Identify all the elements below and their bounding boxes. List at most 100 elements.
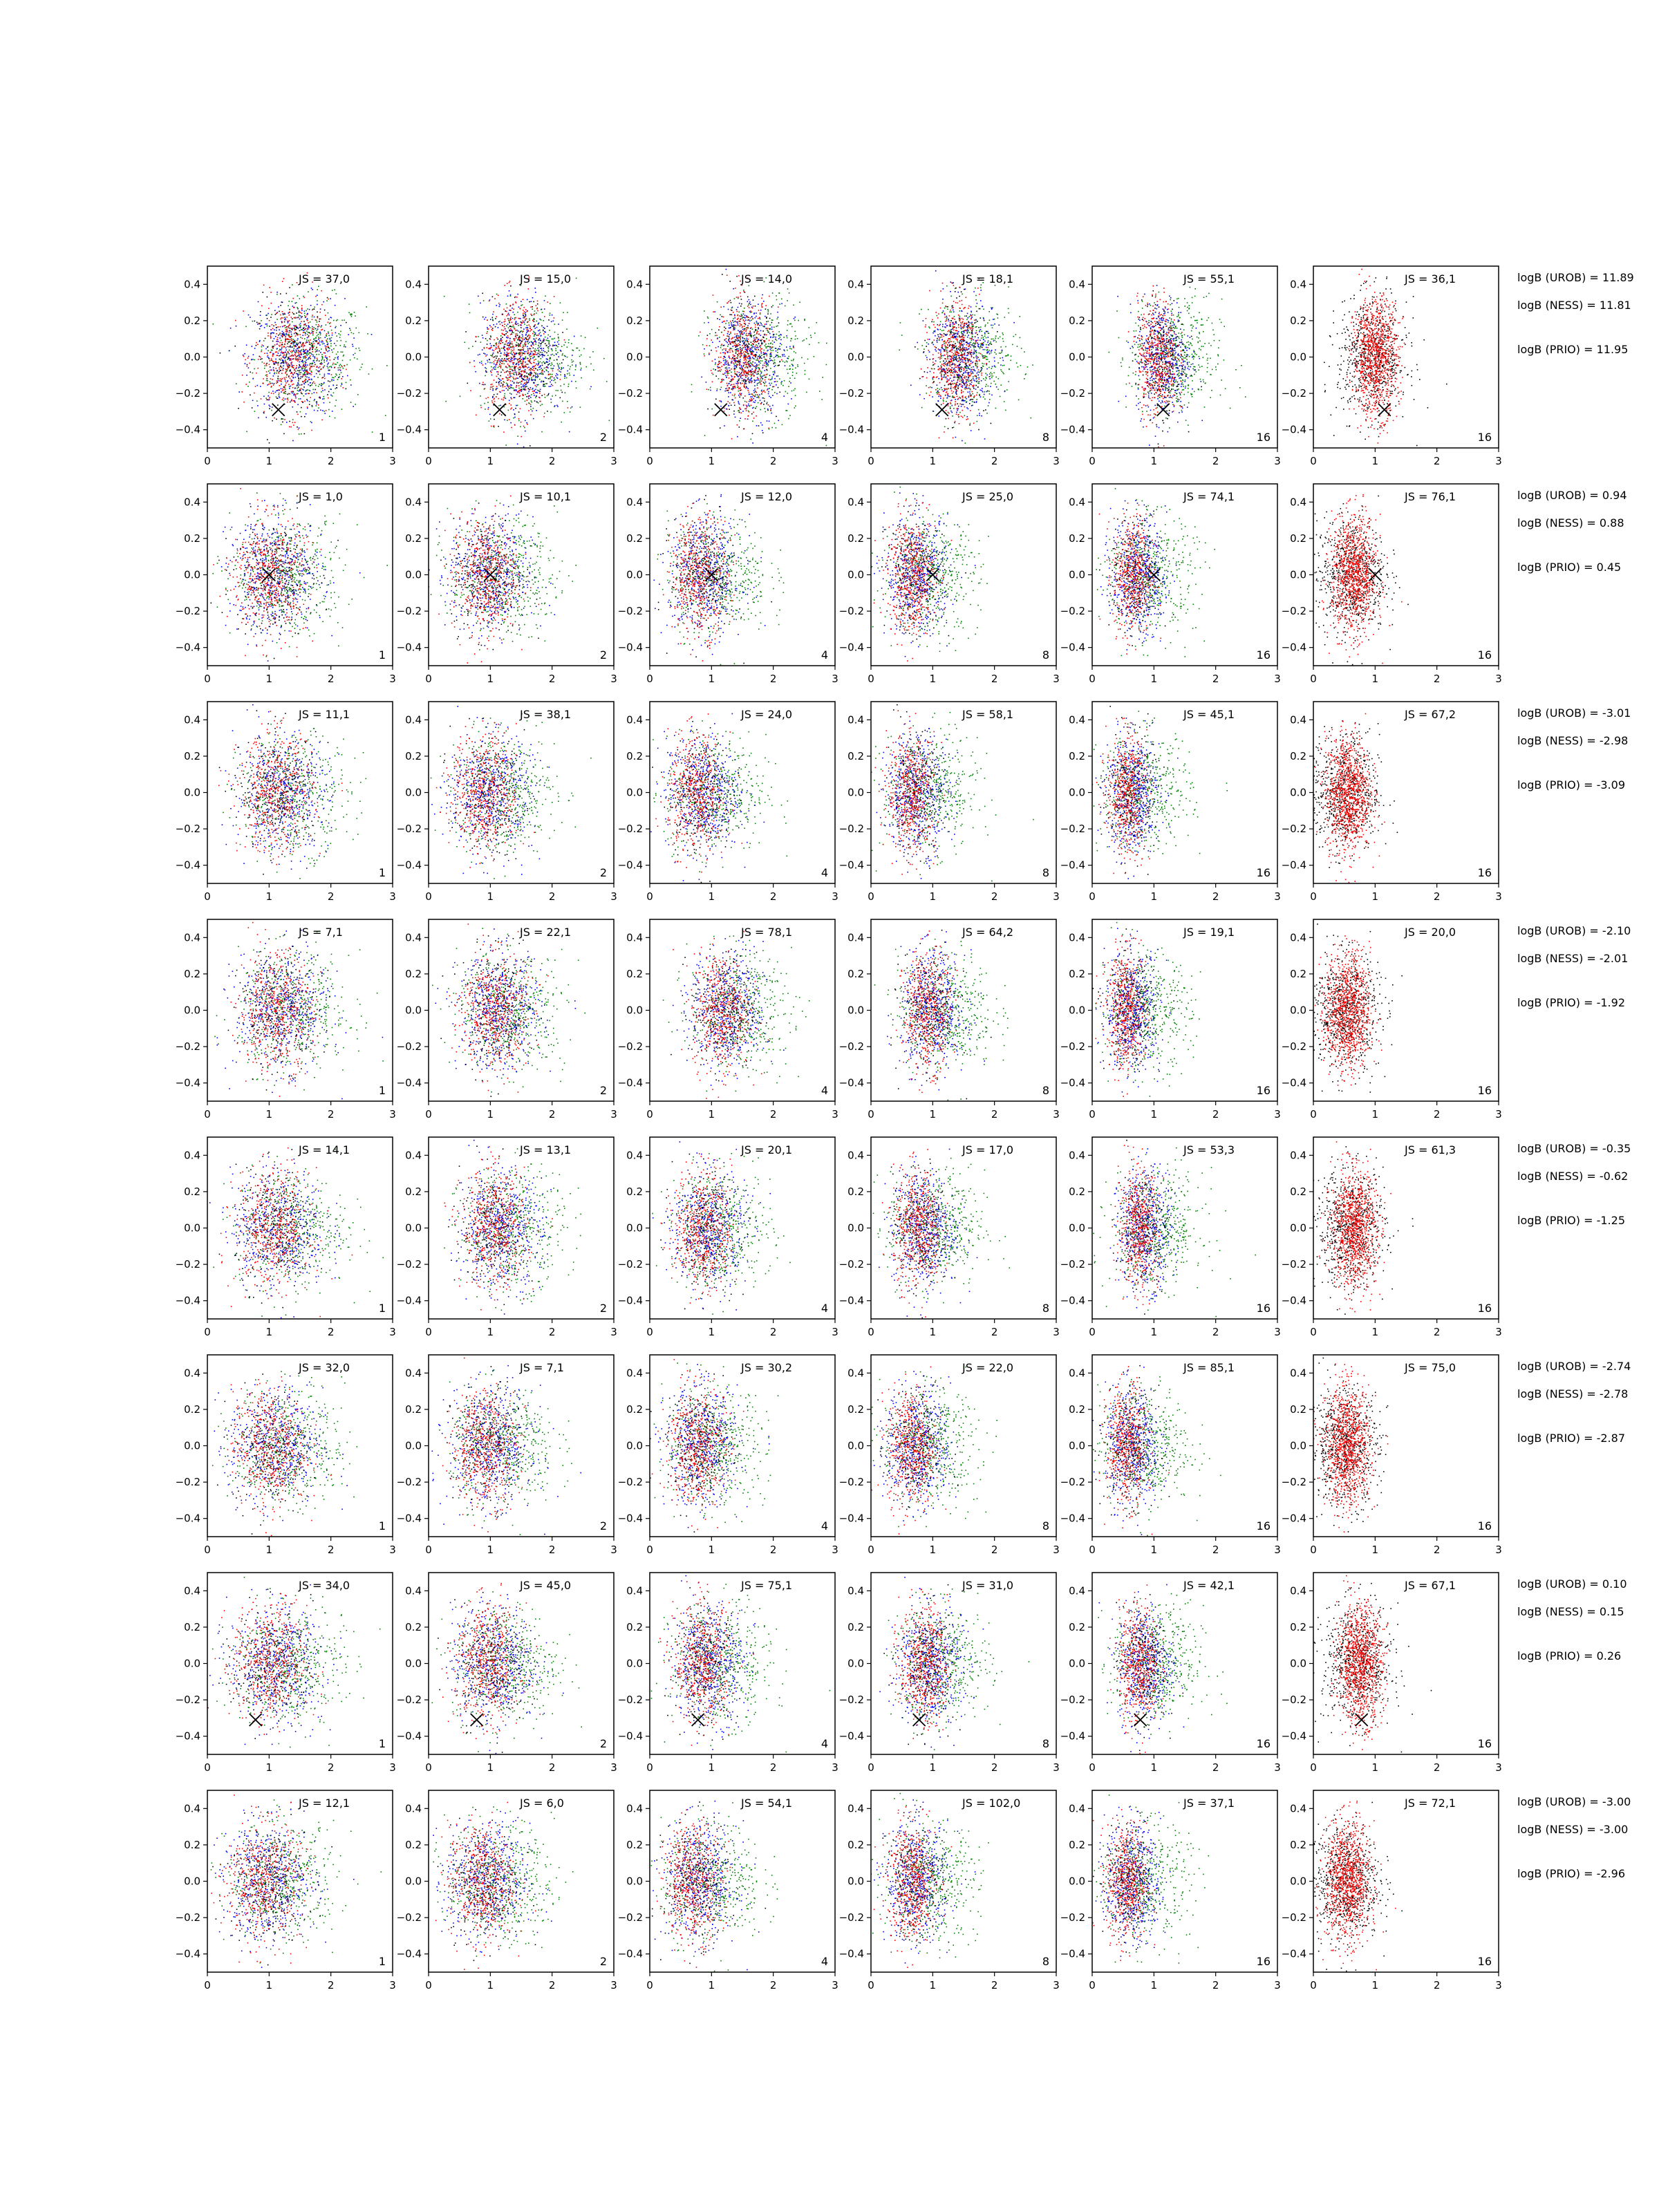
scatter-point: [304, 315, 306, 317]
scatter-point: [296, 328, 297, 329]
scatter-point: [554, 405, 556, 406]
scatter-point: [310, 358, 312, 359]
scatter-point: [321, 326, 322, 328]
scatter-point: [754, 342, 756, 344]
scatter-point: [929, 328, 930, 329]
scatter-point: [514, 374, 515, 375]
scatter-point: [279, 397, 281, 398]
scatter-point: [299, 398, 300, 400]
scatter-point: [531, 346, 532, 347]
scatter-point: [512, 371, 514, 372]
scatter-point: [309, 349, 310, 350]
scatter-point: [294, 330, 296, 331]
scatter-point: [349, 328, 350, 329]
scatter-point: [288, 328, 290, 329]
scatter-point: [299, 389, 301, 391]
scatter-point: [492, 396, 494, 397]
scatter-point: [746, 379, 747, 381]
scatter-point: [526, 364, 527, 365]
scatter-point: [306, 366, 308, 368]
scatter-point: [546, 377, 547, 379]
scatter-point: [724, 408, 725, 409]
scatter-point: [557, 375, 559, 376]
scatter-point: [771, 350, 772, 351]
scatter-point: [479, 354, 480, 355]
scatter-point: [988, 340, 989, 341]
scatter-point: [529, 379, 530, 381]
scatter-point: [709, 354, 710, 355]
scatter-point: [728, 331, 729, 332]
scatter-point: [508, 371, 509, 373]
scatter-point: [328, 386, 330, 387]
scatter-point: [507, 389, 509, 391]
scatter-point: [298, 353, 299, 355]
scatter-point: [530, 387, 532, 388]
scatter-point: [294, 303, 296, 304]
scatter-point: [540, 332, 541, 333]
scatter-point: [758, 327, 759, 328]
scatter-point: [568, 365, 569, 366]
scatter-point: [297, 308, 299, 310]
scatter-point: [765, 392, 766, 393]
scatter-point: [343, 368, 344, 369]
scatter-point: [728, 363, 729, 364]
scatter-point: [722, 352, 724, 353]
scatter-point: [272, 346, 274, 347]
scatter-point: [276, 330, 277, 331]
scatter-point: [281, 317, 283, 319]
scatter-point: [787, 330, 788, 331]
scatter-point: [772, 340, 774, 341]
scatter-point: [733, 288, 734, 290]
scatter-point: [260, 357, 261, 358]
scatter-point: [296, 312, 297, 314]
scatter-point: [531, 377, 532, 379]
scatter-point: [305, 363, 306, 364]
scatter-point: [294, 351, 296, 353]
scatter-point: [498, 405, 500, 406]
scatter-point: [338, 370, 339, 371]
scatter-point: [521, 355, 522, 357]
scatter-point: [495, 355, 496, 357]
scatter-point: [580, 406, 581, 408]
scatter-point: [513, 303, 514, 305]
scatter-point: [509, 393, 511, 394]
scatter-point: [527, 379, 528, 380]
scatter-point: [307, 353, 308, 354]
scatter-point: [296, 344, 297, 346]
scatter-point: [577, 348, 579, 349]
scatter-point: [504, 372, 505, 373]
scatter-point: [521, 353, 522, 354]
scatter-point: [508, 346, 509, 347]
scatter-point: [259, 341, 261, 342]
scatter-point: [546, 383, 547, 384]
scatter-point: [763, 301, 765, 302]
scatter-point: [534, 288, 536, 289]
scatter-point: [917, 348, 919, 350]
scatter-point: [484, 348, 485, 349]
scatter-point: [498, 426, 499, 427]
scatter-point: [482, 349, 483, 350]
scatter-point: [342, 376, 344, 377]
scatter-point: [736, 339, 738, 341]
scatter-point: [322, 341, 324, 343]
scatter-point: [299, 362, 300, 363]
scatter-point: [514, 314, 515, 315]
scatter-point: [727, 373, 729, 375]
scatter-point: [727, 335, 729, 337]
scatter-point: [494, 362, 495, 363]
scatter-point: [527, 299, 528, 301]
scatter-point: [269, 326, 270, 327]
scatter-point: [250, 395, 251, 396]
scatter-point: [475, 341, 476, 342]
scatter-point: [355, 404, 356, 405]
scatter-point: [297, 376, 299, 377]
scatter-point: [537, 373, 538, 375]
scatter-point: [794, 317, 796, 318]
scatter-point: [762, 330, 764, 332]
scatter-point: [726, 364, 727, 365]
scatter-point: [310, 333, 311, 335]
scatter-point: [993, 381, 995, 382]
scatter-point: [765, 340, 766, 341]
scatter-point: [271, 370, 272, 371]
scatter-point: [550, 315, 551, 316]
